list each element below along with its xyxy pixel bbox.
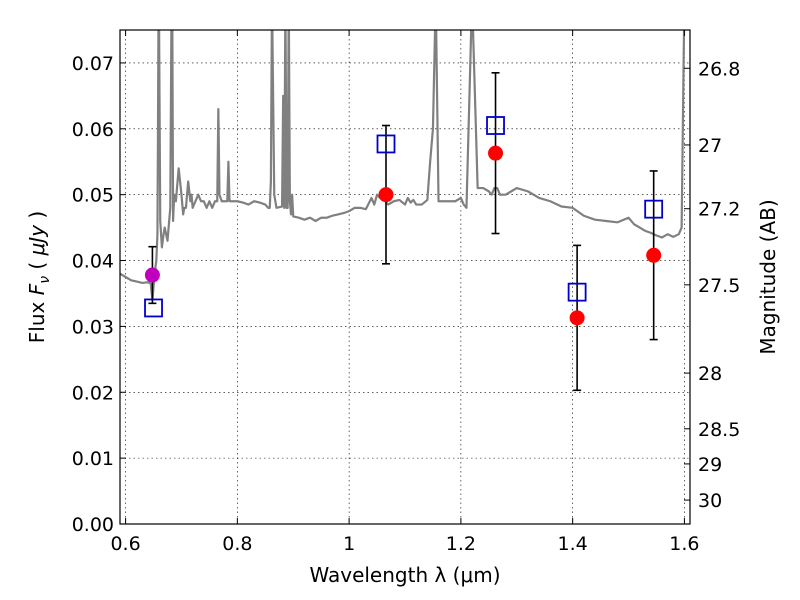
x-tick-label: 1.6 [669,533,699,555]
marker-layer [144,116,664,326]
y-tick-label: 0.07 [72,53,114,75]
y-tick-label: 0.00 [72,514,114,536]
x-tick-label: 0.8 [222,533,252,555]
y-tick-label: 0.01 [72,448,114,470]
y-tick-label: 0.05 [72,185,114,207]
y2-tick-label: 27.5 [698,275,740,297]
y2-axis-label: Magnitude (AB) [756,199,780,354]
measured-flux-point [646,247,662,263]
y-tick-label: 0.06 [72,119,114,141]
measured-flux-point [488,145,504,161]
y2-tick-label: 29 [698,454,722,476]
y-axis-label: Flux Fν ( μJy ) [25,211,53,343]
measured-flux-point [144,267,160,283]
tick-layer: 0.6 0.8 1 1.2 1.4 1.6 0.00 0.01 0.02 0.03 0.04 0.05… [72,30,740,555]
y-tick-label: 0.03 [72,316,114,338]
model-flux-square [144,298,163,318]
spectrum-layer [120,30,686,302]
y2-tick-label: 28 [698,363,722,385]
x-axis-label: Wavelength λ (μm) [309,563,500,587]
x-tick-label: 1 [343,533,355,555]
y-tick-label: 0.02 [72,382,114,404]
spectrum-line [120,30,686,302]
measured-flux-point [378,187,394,203]
y2-tick-label: 27 [698,135,722,157]
y2-tick-label: 26.8 [698,58,740,80]
model-flux-square [644,199,664,219]
y2-tick-label: 30 [698,490,722,512]
x-tick-label: 1.4 [558,533,588,555]
plot-frame [119,29,691,525]
x-tick-label: 0.6 [110,533,140,555]
plot-background [120,30,690,524]
model-flux-square [567,282,587,302]
y-tick-label: 0.04 [72,251,114,273]
model-flux-square [376,134,396,154]
y2-tick-label: 28.5 [698,419,740,441]
model-flux-square [486,116,505,135]
y2-tick-label: 27.2 [698,199,740,221]
x-tick-label: 1.2 [446,533,476,555]
measured-flux-point [569,310,585,326]
